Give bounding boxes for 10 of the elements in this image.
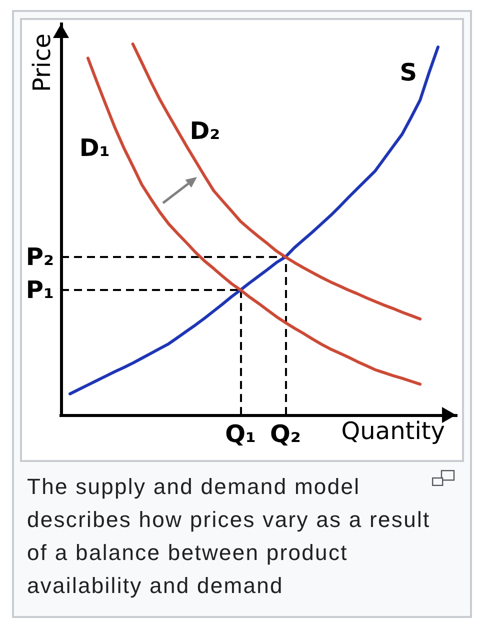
x-axis-title: Quantity	[341, 417, 446, 445]
ref-line-label: P₂	[26, 242, 54, 271]
x-tick-label: Q₂	[270, 420, 301, 448]
ref-line-label: P₁	[26, 276, 54, 304]
series-label: D₁	[79, 134, 110, 162]
text: The supply and demand model describes how prices vary as a result of a balance between product availability and demand	[27, 473, 432, 600]
series-label: S	[400, 58, 418, 87]
series-label: D₂	[190, 116, 220, 145]
x-tick-label: Q₁	[225, 420, 256, 448]
y-axis-title: Price	[28, 33, 56, 92]
